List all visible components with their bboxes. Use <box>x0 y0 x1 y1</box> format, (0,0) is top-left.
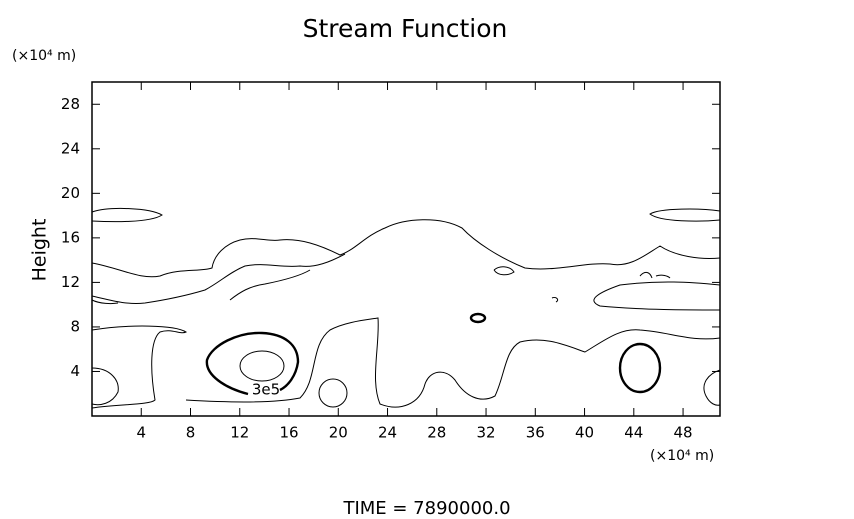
y-tick-label: 4 <box>70 362 80 380</box>
y-tick-label: 28 <box>61 95 80 113</box>
y-tick-label: 24 <box>61 139 80 157</box>
contour-line <box>91 269 311 305</box>
x-tick-label: 32 <box>476 424 495 442</box>
contour-line-bold <box>618 342 662 394</box>
contour-label: 3e5 <box>252 381 280 399</box>
x-unit: (×10⁴ m) <box>650 448 714 464</box>
x-tick-label: 16 <box>279 424 298 442</box>
y-unit: (×10⁴ m) <box>12 48 76 64</box>
contour-line <box>318 378 348 408</box>
contour-line <box>91 367 119 406</box>
contour-line <box>91 325 188 409</box>
contour-line <box>91 253 346 304</box>
y-tick-label: 20 <box>61 184 80 202</box>
plot-frame <box>91 81 721 417</box>
x-tick-label: 36 <box>526 424 545 442</box>
x-tick-label: 44 <box>624 424 643 442</box>
x-tick-label: 24 <box>378 424 397 442</box>
contour-line <box>91 219 721 278</box>
x-tick-label: 4 <box>136 424 146 442</box>
contour-line <box>649 208 721 222</box>
chart-title: Stream Function <box>303 14 508 43</box>
x-tick-label: 28 <box>427 424 446 442</box>
contour-line-bold <box>205 331 300 396</box>
contour-line <box>185 317 721 408</box>
contour-line <box>703 369 721 406</box>
contours <box>91 207 721 409</box>
x-tick-label: 12 <box>230 424 249 442</box>
x-tick-label: 8 <box>186 424 196 442</box>
contour-line <box>239 350 285 382</box>
y-tick-label: 8 <box>70 317 80 335</box>
x-tick-label: 48 <box>674 424 693 442</box>
footer: TIME = 7890000.0 <box>342 498 510 519</box>
contour-line <box>593 281 721 311</box>
contour-line-bold <box>469 312 487 324</box>
contour-line <box>493 266 671 303</box>
y-axis-label: Height <box>29 219 51 282</box>
y-tick-label: 12 <box>61 273 80 291</box>
contour-line <box>91 207 163 223</box>
x-tick-label: 20 <box>329 424 348 442</box>
x-tick-label: 40 <box>575 424 594 442</box>
y-tick-label: 16 <box>61 228 80 246</box>
